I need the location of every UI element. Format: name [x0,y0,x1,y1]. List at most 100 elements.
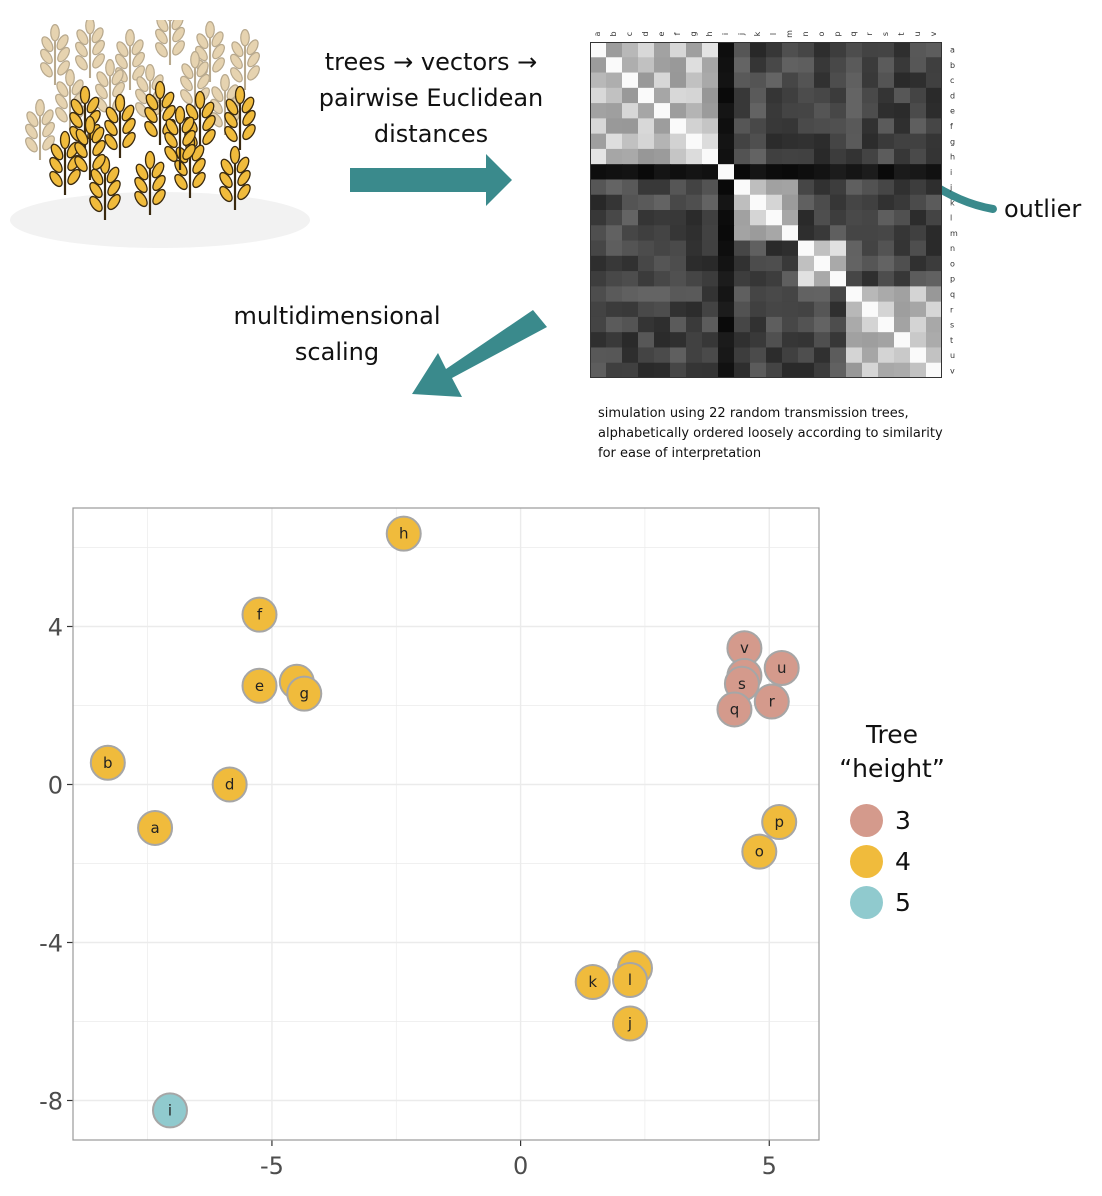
heatmap-cell [910,301,927,318]
heatmap-cell [670,301,687,318]
heatmap-cell [750,133,767,150]
heatmap-cell [830,42,847,58]
y-tick-label: 0 [48,772,63,800]
heatmap-cell [590,194,607,211]
heatmap-cell [894,87,911,104]
heatmap-cell [734,194,751,211]
heatmap-cell [606,301,623,318]
heatmap-cell [638,286,655,303]
heatmap-row-label: k [950,198,955,207]
heatmap-cell [638,133,655,150]
heatmap-cell [686,148,703,165]
heatmap-cell [734,164,751,180]
heatmap-cell [798,179,815,196]
heatmap-cell [622,42,639,58]
heatmap-cell [686,362,703,378]
heatmap-cell [798,286,815,303]
heatmap-cell [606,271,623,287]
outlier-label: outlier [1004,195,1082,223]
heatmap-cell [846,42,863,58]
heatmap-cell [670,87,687,104]
heatmap-cell [846,347,863,364]
tree-icon [219,145,251,210]
heatmap-cell [814,103,831,119]
heatmap-cell [622,72,639,89]
heatmap-column-label: t [897,32,906,35]
heatmap-cell [606,103,623,119]
heatmap-cell [910,57,927,74]
heatmap-cell [670,316,687,333]
heatmap-cell [590,255,607,272]
heatmap-row-label: d [950,91,955,100]
heatmap-cell [846,87,863,104]
heatmap-cell [622,255,639,272]
heatmap-cell [798,255,815,272]
legend-item-height-3: 3 [850,800,970,841]
heatmap-cell [638,347,655,364]
heatmap-cell [782,87,799,104]
heatmap-cell [622,164,639,180]
heatmap-cell [846,240,863,257]
heatmap-cell [638,240,655,257]
heatmap-row-label: e [950,107,955,116]
heatmap-cell [910,271,927,287]
heatmap-cell [782,255,799,272]
heatmap-cell [654,301,671,318]
point-label: h [399,525,409,543]
heatmap-cell [782,194,799,211]
scatter-point-h: h [385,515,422,552]
heatmap-column-label: i [721,33,730,35]
heatmap-cell [862,362,879,378]
heatmap-cell [830,301,847,318]
heatmap-cell [622,210,639,226]
heatmap-cell [718,301,735,318]
pipeline-caption-line-1: trees → vectors → [324,48,538,76]
pipeline-caption: trees → vectors → pairwise Euclidean dis… [300,44,562,152]
heatmap-cell [702,225,719,242]
heatmap-cell [910,347,927,364]
heatmap-cell [590,72,607,89]
y-tick-label: -4 [39,930,63,958]
legend-item-height-5: 5 [850,882,970,923]
tree-icon [104,93,136,158]
heatmap-cell [798,316,815,333]
heatmap-cell [654,103,671,119]
heatmap-cell [798,133,815,150]
heatmap-row-label: r [950,305,954,314]
tree-icon [180,51,210,112]
heatmap-cell [686,179,703,196]
heatmap-cell [702,148,719,165]
heatmap-cell [718,179,735,196]
heatmap-column-label: s [881,32,890,36]
heatmap-cell [606,362,623,378]
heatmap-cell [622,225,639,242]
mds-caption: multidimensional scaling [206,298,468,370]
point-label: a [150,819,159,837]
heatmap-cell [638,362,655,378]
heatmap-cell [638,225,655,242]
heatmap-cell [862,164,879,180]
heatmap-cell [654,42,671,58]
heatmap-cell [878,118,895,135]
heatmap-cell [734,57,751,74]
heatmap-cell [590,179,607,196]
heatmap-cell [926,301,942,318]
heatmap-cell [782,301,799,318]
heatmap-cell [590,240,607,257]
heatmap-cell [590,210,607,226]
heatmap-cell [734,332,751,348]
heatmap-cell [862,271,879,287]
heatmap-cell [878,179,895,196]
heatmap-cell [830,72,847,89]
legend-label: 3 [895,806,911,835]
heatmap-column-label: h [705,31,714,36]
heatmap-cell [734,301,751,318]
heatmap-cell [638,148,655,165]
heatmap-row-label: q [950,290,955,299]
heatmap-cell [766,286,783,303]
scatter-point-u: u [763,649,800,686]
heatmap-cell [766,210,783,226]
heatmap-cell [862,332,879,348]
heatmap-row-label: s [950,321,954,330]
x-tick-label: -5 [260,1152,284,1180]
